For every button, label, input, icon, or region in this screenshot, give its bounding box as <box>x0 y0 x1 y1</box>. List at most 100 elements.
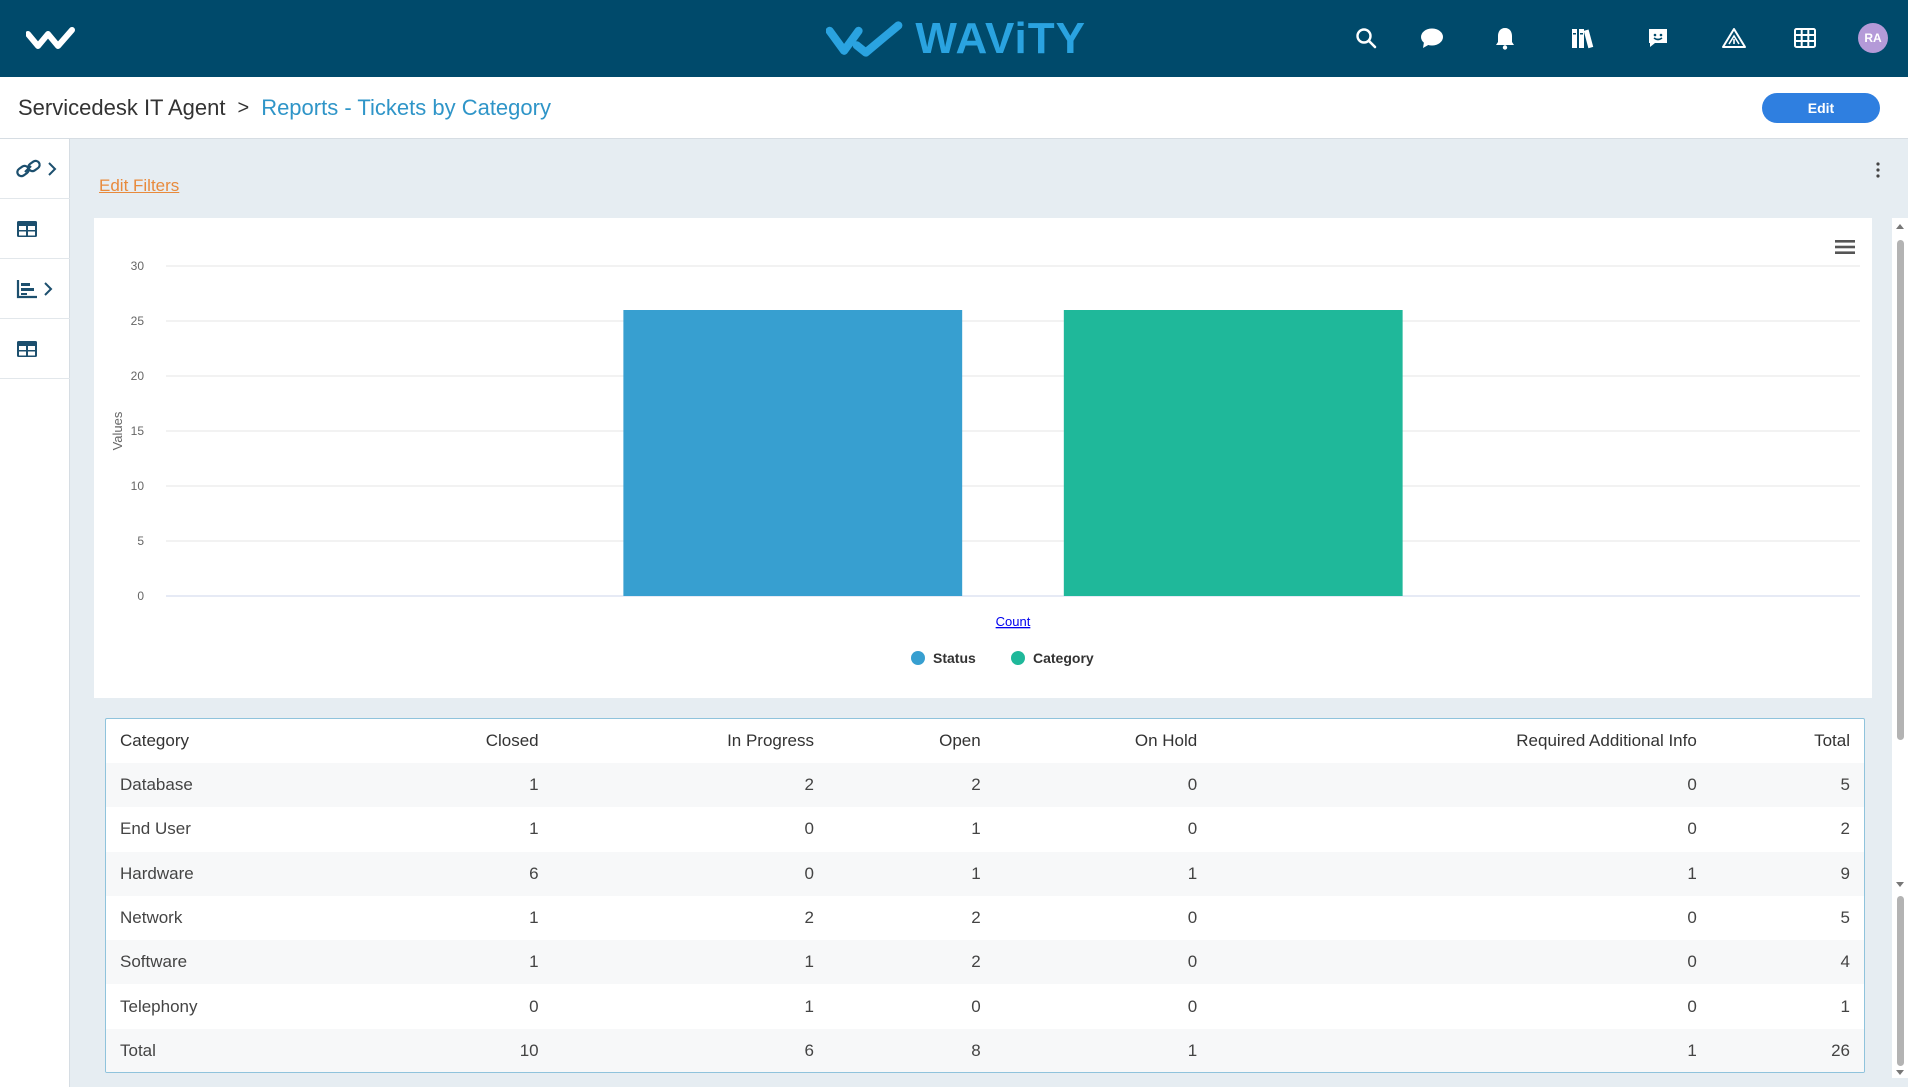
table-cell: 1 <box>529 908 539 928</box>
table-row: Total 10 6 8 1 1 26 <box>106 1028 1864 1072</box>
scroll-thumb[interactable] <box>1897 240 1904 740</box>
table-cell: 1 <box>971 819 981 839</box>
table-row: End User 1 0 1 0 0 2 <box>106 807 1864 852</box>
table-cell: 0 <box>1687 952 1697 972</box>
bar-category <box>1063 310 1403 596</box>
table-cell: 1 <box>529 819 539 839</box>
table-cell: 9 <box>1840 863 1850 883</box>
column-header[interactable]: Category <box>120 731 189 750</box>
search-icon[interactable] <box>1352 24 1380 52</box>
scroll-thumb-lower[interactable] <box>1897 896 1904 1066</box>
table-cell: 1 <box>529 952 539 972</box>
page-scrollbar[interactable] <box>1892 218 1908 1078</box>
table-cell: End User <box>120 819 191 839</box>
table-cell: 2 <box>971 775 981 795</box>
breadcrumb-root[interactable]: Servicedesk IT Agent <box>18 95 226 120</box>
table-cell: 0 <box>1187 952 1198 972</box>
feedback-icon[interactable] <box>1644 24 1672 52</box>
table-cell: Telephony <box>120 996 198 1016</box>
bar-status <box>623 310 963 596</box>
column-header[interactable]: Total <box>1814 731 1850 750</box>
table-cell: 6 <box>804 1040 814 1060</box>
grid-icon[interactable] <box>1791 24 1819 52</box>
column-header[interactable]: In Progress <box>727 731 814 750</box>
table-row: Database 1 2 2 0 0 5 <box>106 763 1864 808</box>
table-cell: 5 <box>1840 775 1850 795</box>
chat-icon[interactable] <box>1418 24 1446 52</box>
table-cell: Network <box>120 908 183 928</box>
table-cell: 4 <box>1840 952 1850 972</box>
table-cell: 2 <box>971 952 981 972</box>
column-header[interactable]: Open <box>939 731 981 750</box>
bar-chart-icon <box>16 279 37 298</box>
y-tick-label: 25 <box>131 314 145 328</box>
edit-button[interactable]: Edit <box>1762 93 1880 123</box>
bell-icon[interactable] <box>1491 24 1519 52</box>
table-cell: 1 <box>1687 863 1697 883</box>
column-header[interactable]: Closed <box>485 731 539 750</box>
table-cell: 1 <box>1187 1040 1198 1060</box>
column-header[interactable]: On Hold <box>1134 731 1198 750</box>
table-cell: 0 <box>804 819 814 839</box>
table-cell: 1 <box>804 952 814 972</box>
table-cell: Total <box>120 1040 156 1060</box>
chevron-right-icon <box>48 161 57 176</box>
library-icon[interactable] <box>1569 24 1597 52</box>
y-tick-label: 30 <box>131 259 145 273</box>
table-cell: 6 <box>529 863 539 883</box>
table-cell: 2 <box>971 908 981 928</box>
table-icon <box>17 220 37 237</box>
table-cell: 8 <box>971 1040 981 1060</box>
rail-item-table-2[interactable] <box>0 319 70 379</box>
bar-chart: 0 5 10 15 20 25 30 Values Count Status Category <box>110 259 1860 666</box>
table-cell: 1 <box>971 863 981 883</box>
y-tick-label: 10 <box>131 479 145 493</box>
avatar[interactable]: RA <box>1858 23 1888 53</box>
page-header: Servicedesk IT Agent > Reports - Tickets… <box>0 77 1908 139</box>
table-cell: 0 <box>1687 996 1697 1016</box>
breadcrumb: Servicedesk IT Agent > Reports - Tickets… <box>18 95 551 121</box>
table-icon <box>17 340 37 357</box>
table-cell: 0 <box>971 996 981 1016</box>
alert-triangle-icon[interactable] <box>1720 24 1748 52</box>
rail-item-chart[interactable] <box>0 259 70 319</box>
table-cell: 0 <box>1187 996 1198 1016</box>
scroll-down-icon[interactable] <box>1896 882 1904 887</box>
table-cell: 2 <box>804 775 814 795</box>
table-cell: 5 <box>1840 908 1850 928</box>
table-cell: 0 <box>1187 775 1198 795</box>
tool-rail <box>0 139 70 1087</box>
rail-item-table[interactable] <box>0 199 70 259</box>
more-options-icon[interactable] <box>1872 160 1884 180</box>
chevron-right-icon <box>44 281 53 296</box>
legend-label: Category <box>1033 650 1094 666</box>
edit-filters-link[interactable]: Edit Filters <box>99 176 180 195</box>
link-icon <box>16 159 41 177</box>
column-header[interactable]: Required Additional Info <box>1516 731 1697 750</box>
table-cell: 0 <box>1187 908 1198 928</box>
table-cell: 0 <box>1687 908 1697 928</box>
table-cell: Software <box>120 952 188 972</box>
table-cell: 1 <box>529 775 539 795</box>
legend-marker <box>1011 651 1025 665</box>
scroll-up-icon[interactable] <box>1896 224 1904 229</box>
chart-menu-icon[interactable] <box>1834 238 1856 256</box>
table-cell: 10 <box>519 1040 539 1060</box>
table-cell: 2 <box>804 908 814 928</box>
table-row: Hardware 6 0 1 1 1 9 <box>106 851 1864 896</box>
scroll-down-icon-lower[interactable] <box>1896 1070 1904 1075</box>
home-logo-icon[interactable] <box>26 24 76 54</box>
brand-name: WAViTY <box>915 14 1086 63</box>
table-cell: 0 <box>1687 775 1697 795</box>
report-table: Category Closed In Progress Open On Hold Requ… <box>105 718 1865 1073</box>
table-cell: 1 <box>1687 1040 1697 1060</box>
breadcrumb-current: Reports - Tickets by Category <box>261 95 551 120</box>
table-cell: 0 <box>1187 819 1198 839</box>
y-tick-label: 20 <box>131 369 145 383</box>
legend-marker <box>911 651 925 665</box>
rail-item-links[interactable] <box>0 139 70 199</box>
table-cell: 1 <box>1187 863 1198 883</box>
top-bar: WAViTY RA <box>0 0 1908 77</box>
table-row: Software 1 1 2 0 0 4 <box>106 940 1864 985</box>
table-cell: 0 <box>1687 819 1697 839</box>
